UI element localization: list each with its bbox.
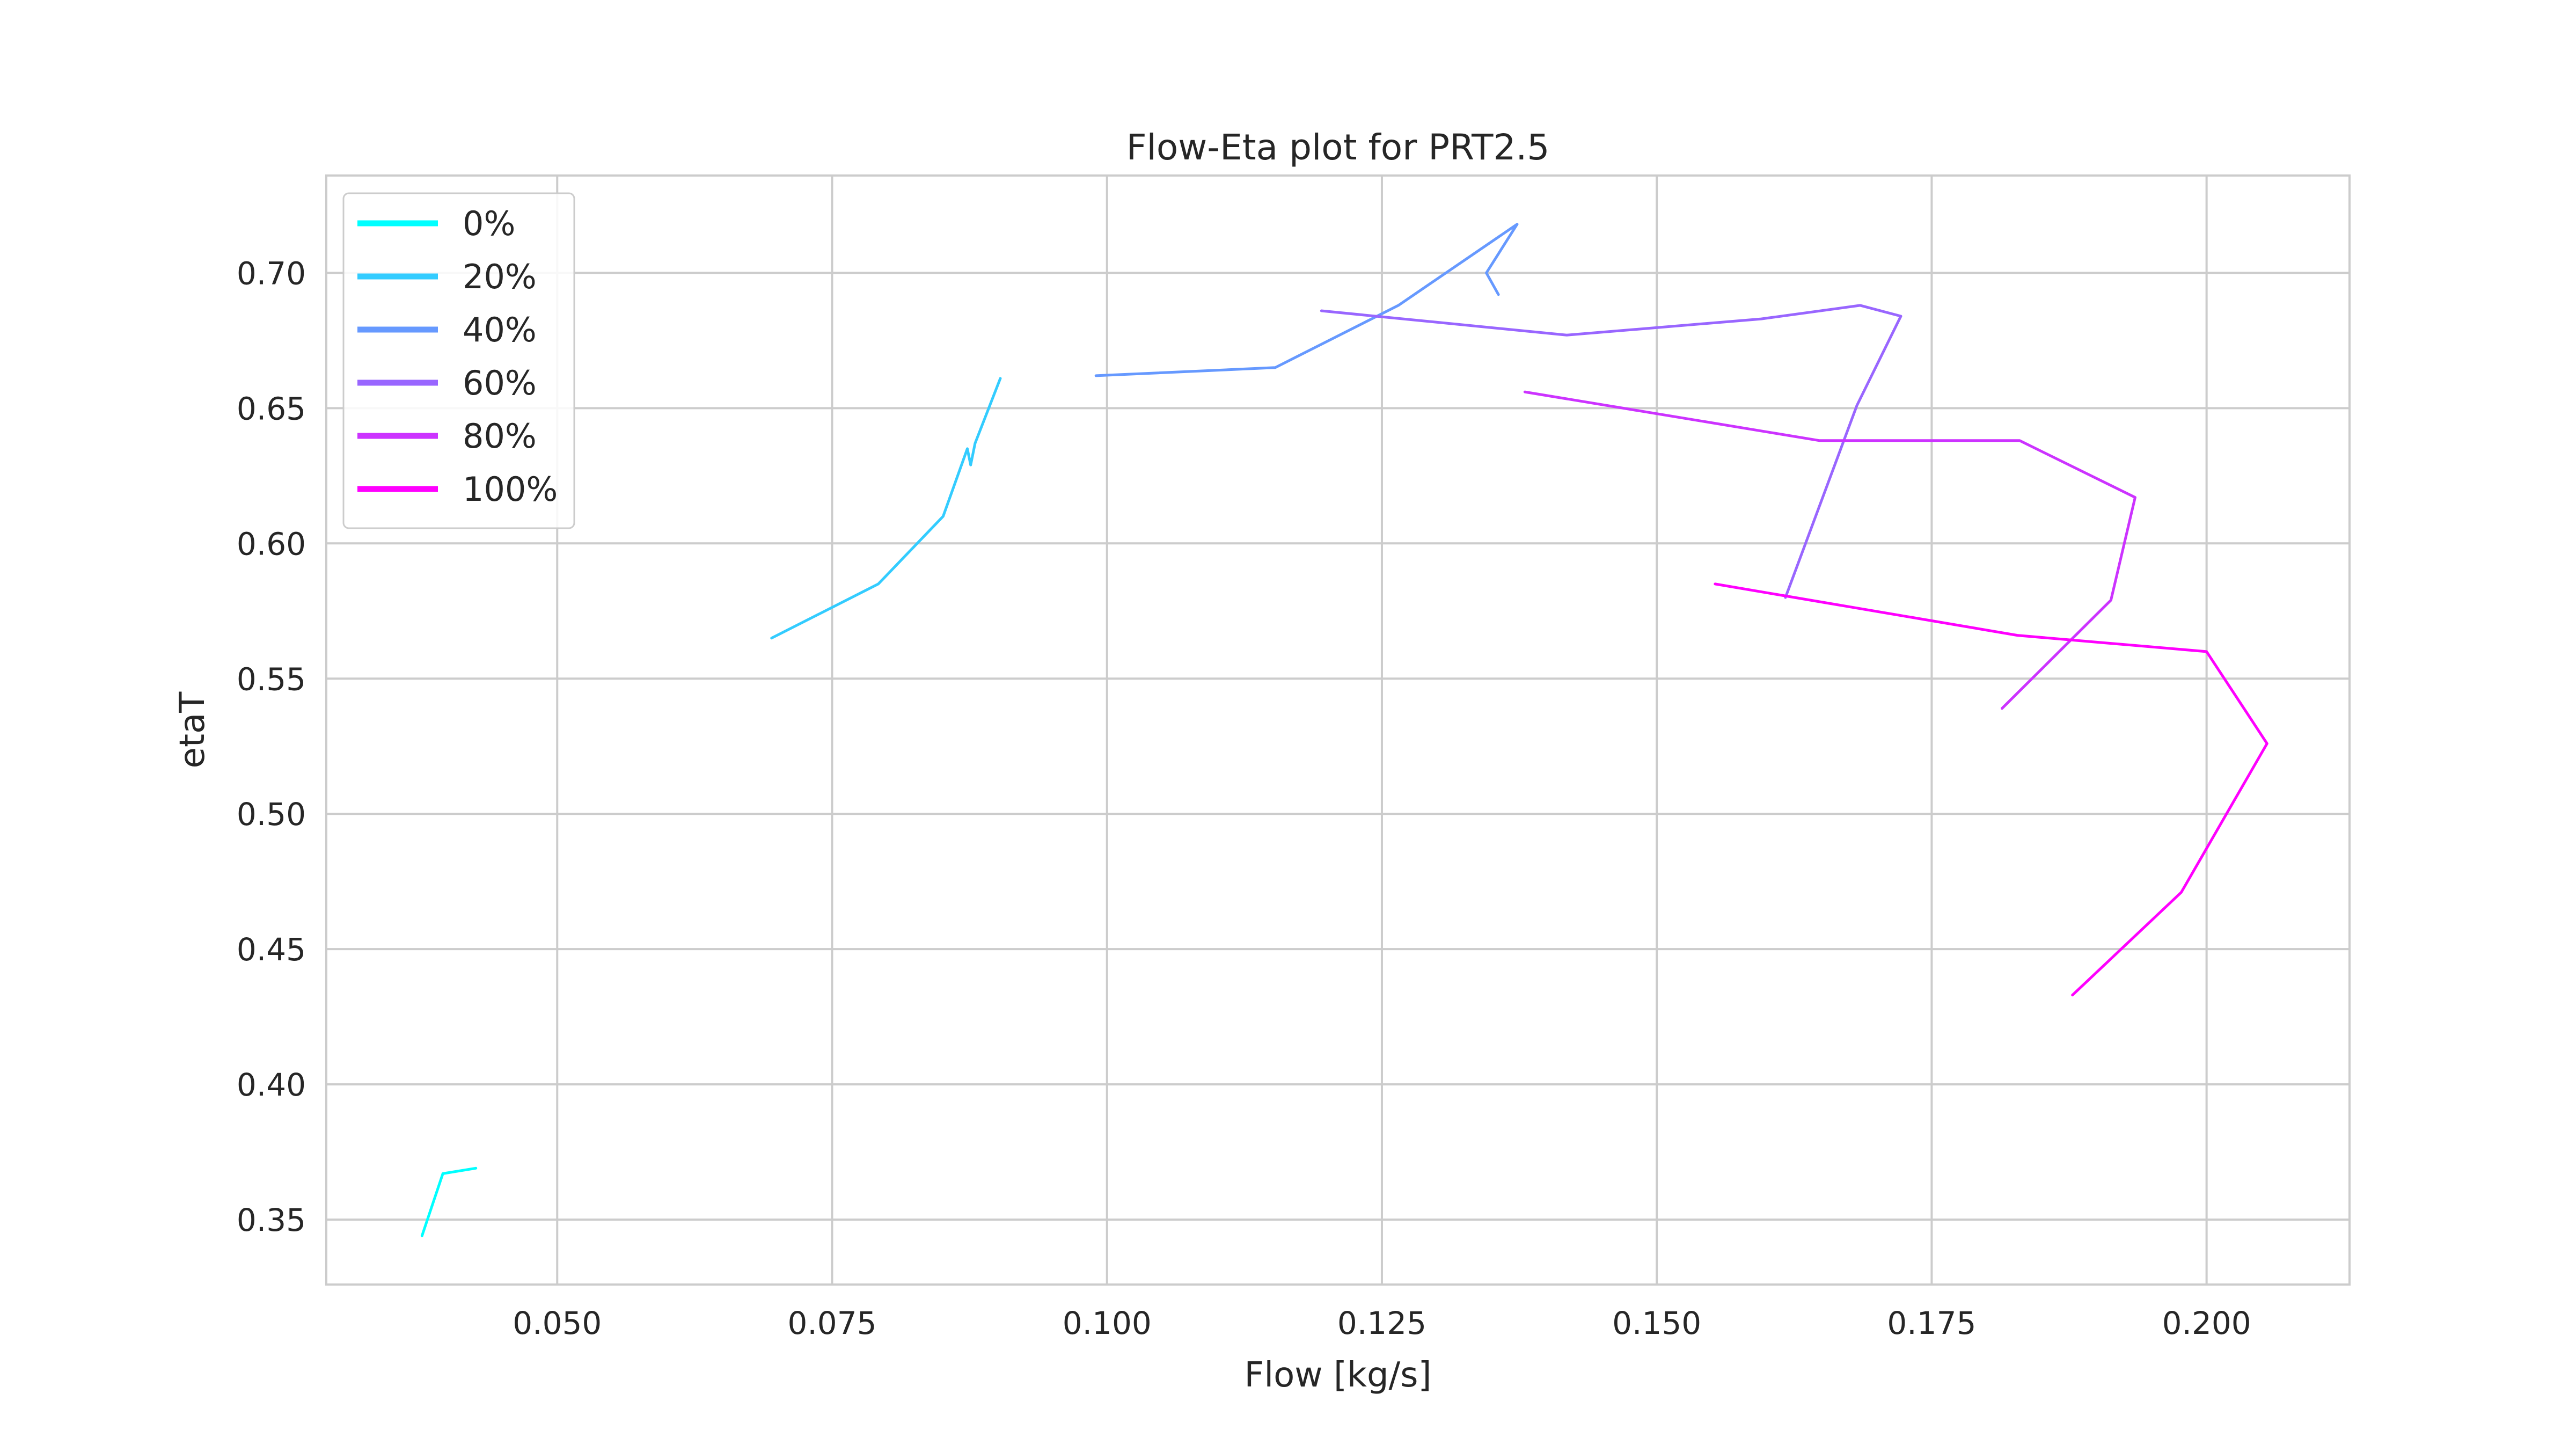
grid-layer: [326, 176, 2350, 1285]
series-line-0-pct: [420, 1166, 478, 1237]
x-axis-label: Flow [kg/s]: [1245, 1355, 1432, 1395]
y-tick-label: 0.60: [237, 526, 306, 562]
legend-label: 0%: [463, 204, 515, 243]
series-line-100-pct: [1714, 582, 2268, 997]
x-tick-label: 0.175: [1887, 1305, 1976, 1341]
y-tick-label: 0.65: [237, 390, 306, 427]
x-tick-label: 0.150: [1612, 1305, 1701, 1341]
x-tick-label: 0.050: [513, 1305, 602, 1341]
legend-label: 100%: [463, 470, 558, 509]
legend-label: 60%: [463, 363, 537, 403]
chart-title: Flow-Eta plot for PRT2.5: [1126, 127, 1550, 168]
series-line-20-pct: [770, 377, 1002, 640]
y-tick-label: 0.70: [237, 255, 306, 291]
y-tick-label: 0.45: [237, 931, 306, 968]
y-tick-label: 0.50: [237, 796, 306, 833]
y-tick-label: 0.40: [237, 1067, 306, 1103]
series-line-40-pct: [1094, 223, 1519, 377]
tick-label-layer: 0.050 0.075 0.100 0.125 0.150 0.175 0.200 0.35 0…: [237, 255, 2251, 1341]
legend-label: 80%: [463, 417, 537, 456]
legend: 0% 20% 40% 60% 80% 100%: [342, 192, 575, 529]
plot-area: [326, 176, 2350, 1285]
legend-label: 20%: [463, 257, 537, 296]
y-tick-label: 0.55: [237, 661, 306, 697]
y-tick-label: 0.35: [237, 1202, 306, 1238]
x-tick-label: 0.075: [787, 1305, 876, 1341]
series-layer: [420, 223, 2268, 1237]
series-line-60-pct: [1320, 304, 1902, 599]
y-axis-label: etaT: [173, 691, 213, 769]
plot-frame: [325, 174, 2351, 1286]
x-tick-label: 0.125: [1337, 1305, 1426, 1341]
series-line-80-pct: [1523, 390, 2136, 710]
x-tick-label: 0.100: [1063, 1305, 1152, 1341]
x-tick-label: 0.200: [2162, 1305, 2251, 1341]
legend-label: 40%: [463, 310, 537, 349]
